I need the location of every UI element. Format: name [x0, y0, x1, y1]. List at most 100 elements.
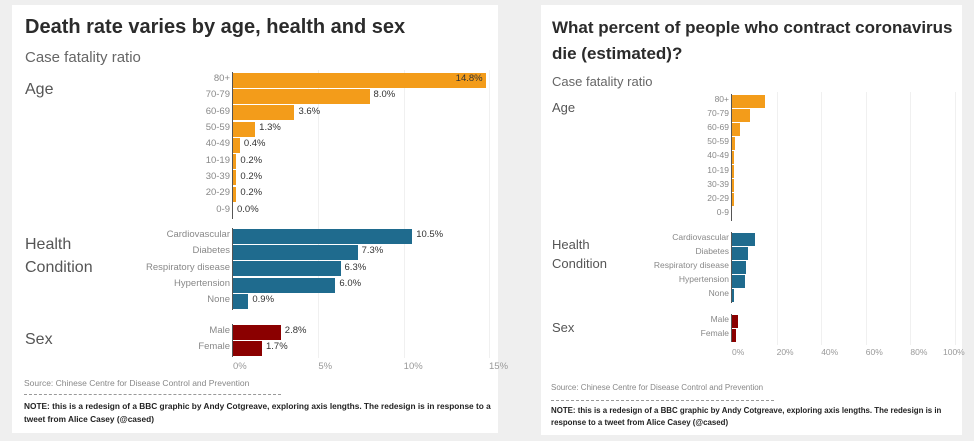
category-label: Cardiovascular: [166, 229, 230, 241]
bar: [732, 232, 756, 246]
bar: [233, 261, 341, 277]
bar: [233, 293, 249, 309]
bar: [732, 94, 765, 108]
bar: [233, 137, 240, 153]
gridline: [821, 92, 823, 345]
tick-label: 5%: [318, 361, 333, 372]
group-label: Sex: [552, 320, 575, 335]
axis-line: [731, 94, 732, 221]
category-label: 80+: [714, 94, 729, 105]
data-label: 0.4%: [243, 138, 266, 150]
bar: [732, 246, 749, 260]
bar: [732, 260, 747, 274]
category-label: 10-19: [205, 154, 230, 166]
right-note: NOTE: this is a redesign of a BBC graphi…: [551, 406, 942, 427]
data-label: 6.3%: [344, 261, 367, 273]
bar: [233, 170, 237, 186]
category-label: 80+: [213, 73, 230, 85]
axis-line: [232, 228, 233, 310]
data-label: 10.5%: [416, 229, 444, 241]
group-label: Age: [25, 81, 54, 98]
category-label: 60-69: [205, 105, 230, 117]
gridline: [776, 92, 778, 345]
data-label: 8.0%: [373, 89, 396, 101]
left-panel: [12, 5, 498, 433]
tick-label: 15%: [489, 361, 509, 372]
data-label: 0.2%: [240, 187, 263, 199]
bar: [732, 328, 736, 342]
group-label: Age: [552, 100, 576, 115]
data-label: 0.9%: [252, 294, 275, 306]
data-label: 0.2%: [240, 170, 263, 182]
category-label: Respiratory disease: [146, 261, 230, 273]
category-label: 0-9: [216, 203, 230, 215]
gridline: [865, 92, 867, 345]
left-title: Death rate varies by age, health and sex: [25, 16, 406, 38]
axis-line: [731, 314, 732, 343]
tick-label: 100%: [943, 347, 965, 357]
bar: [233, 228, 413, 244]
bar: [233, 88, 370, 104]
bar: [233, 277, 336, 293]
category-label: Female: [198, 341, 230, 353]
bar: [233, 340, 262, 356]
right-divider: [551, 400, 774, 401]
right-title: What percent of people who contract coro…: [552, 18, 953, 63]
data-label: 7.3%: [361, 245, 384, 257]
bar: [732, 179, 734, 193]
data-label: 3.6%: [298, 105, 321, 117]
axis-line: [232, 324, 233, 357]
left-subtitle: Case fatality ratio: [25, 49, 141, 66]
category-label: Diabetes: [695, 246, 729, 257]
category-label: None: [207, 294, 230, 306]
tick-label: 80%: [910, 347, 928, 357]
data-label: 1.7%: [266, 341, 288, 353]
data-label: 0.0%: [237, 203, 259, 215]
category-label: Hypertension: [678, 274, 729, 285]
bar: [233, 105, 295, 121]
bar: [233, 154, 237, 170]
bar: [732, 274, 746, 288]
bar: [233, 244, 358, 260]
category-label: Cardiovascular: [672, 232, 729, 243]
group-label: Health Condition: [552, 237, 607, 271]
bar: [732, 165, 734, 179]
axis-line: [731, 232, 732, 303]
bar: [732, 136, 735, 150]
category-label: 0-9: [716, 206, 729, 217]
right-source: Source: Chinese Centre for Disease Contr…: [551, 383, 764, 392]
gridline: [318, 70, 320, 358]
left-divider: [24, 394, 281, 395]
category-label: None: [708, 288, 729, 299]
data-label: 0.2%: [240, 154, 263, 166]
category-label: 20-29: [707, 192, 729, 203]
category-label: Hypertension: [174, 278, 230, 290]
tick-label: 10%: [403, 361, 423, 372]
tick-label: 40%: [821, 347, 839, 357]
category-label: 50-59: [707, 136, 729, 147]
data-label: 6.0%: [339, 278, 362, 290]
category-label: 70-79: [205, 89, 230, 101]
bar: [732, 193, 734, 207]
right-subtitle: Case fatality ratio: [552, 74, 653, 89]
right-panel: [541, 5, 962, 435]
category-label: Respiratory disease: [653, 260, 729, 271]
category-label: 70-79: [707, 108, 729, 119]
bar: [233, 121, 256, 137]
gridline: [955, 92, 956, 345]
category-label: Female: [700, 328, 729, 339]
left-source: Source: Chinese Centre for Disease Contr…: [24, 378, 250, 388]
data-label: 2.8%: [284, 325, 307, 337]
category-label: Male: [209, 325, 230, 337]
category-label: 60-69: [707, 122, 729, 133]
tick-label: 60%: [865, 347, 883, 357]
bar: [233, 186, 237, 202]
bar: [732, 288, 734, 302]
data-label: 1.3%: [259, 122, 281, 134]
gridline: [910, 92, 912, 345]
category-label: 50-59: [205, 122, 230, 134]
tick-label: 0%: [732, 347, 745, 357]
group-label: Health Condition: [25, 236, 93, 277]
gridline: [489, 70, 490, 358]
bar: [732, 122, 741, 136]
